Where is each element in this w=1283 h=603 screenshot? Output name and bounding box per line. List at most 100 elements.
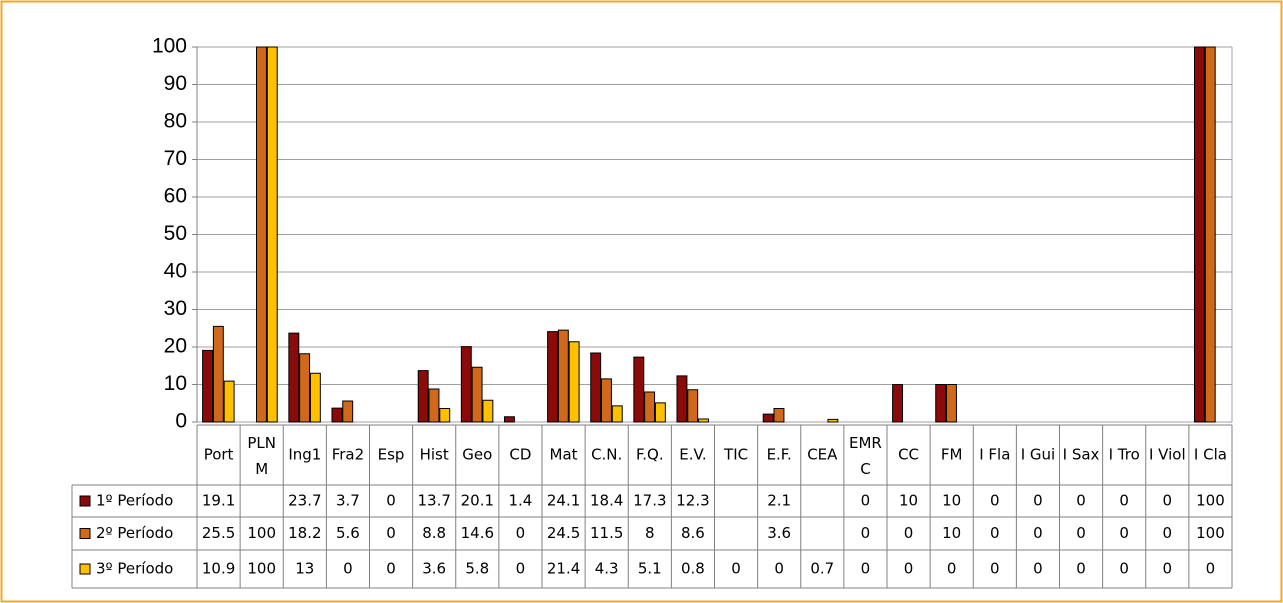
x-tick-label: Geo: [462, 446, 492, 464]
bar: [266, 46, 278, 423]
x-tick-label: C.N.: [591, 446, 622, 464]
bar: [482, 399, 494, 423]
x-tick-label: Hist: [420, 446, 449, 464]
table-value: 100: [247, 524, 276, 542]
table-value: 0: [1119, 492, 1129, 510]
table-value: 11.5: [590, 524, 623, 542]
table-value: 0.8: [681, 560, 705, 578]
x-tick-label: I Tro: [1109, 446, 1140, 464]
table-value: 5.1: [638, 560, 662, 578]
bar: [892, 384, 904, 423]
table-value: 10: [942, 492, 961, 510]
table-value: 10: [899, 492, 918, 510]
bar: [827, 418, 839, 423]
y-tick-label: 90: [164, 72, 187, 95]
table-value: 0: [1163, 492, 1173, 510]
table-value: 1.4: [509, 492, 533, 510]
table-value: 0.7: [810, 560, 834, 578]
table-value: 0: [386, 560, 396, 578]
bar: [698, 418, 709, 423]
x-tick-label: I Sax: [1063, 446, 1100, 464]
x-tick-label: CD: [509, 446, 531, 464]
bar: [223, 380, 235, 423]
bar: [212, 325, 224, 423]
table-value: 0: [1033, 524, 1043, 542]
y-tick-label: 20: [164, 335, 187, 358]
table-value: 17.3: [633, 492, 666, 510]
bar: [460, 346, 472, 423]
bar: [644, 391, 656, 423]
table-value: 0: [343, 560, 353, 578]
x-tick-label: I Fla: [979, 446, 1010, 464]
bar: [935, 384, 947, 423]
x-tick-label: Ing1: [288, 446, 321, 464]
bar: [773, 408, 785, 423]
y-tick-label: 40: [164, 260, 187, 283]
table-value: 0: [386, 492, 396, 510]
bar: [299, 353, 311, 423]
table-value: 0: [861, 560, 871, 578]
x-tick-label: FM: [941, 446, 963, 464]
table-value: 3.6: [767, 524, 791, 542]
legend-swatch: [79, 528, 91, 539]
bar: [611, 405, 623, 423]
y-tick-label: 50: [164, 222, 187, 245]
x-tick-label: EMR C: [849, 434, 882, 478]
table-value: 13.7: [417, 492, 450, 510]
table-value: 12.3: [676, 492, 709, 510]
table-value: 5.8: [465, 560, 489, 578]
x-tick-label: I Viol: [1149, 446, 1186, 464]
bar: [676, 375, 688, 423]
table-value: 18.4: [590, 492, 623, 510]
legend-label: 2º Período: [96, 524, 173, 542]
table-value: 8: [645, 524, 655, 542]
legend-swatch: [79, 563, 91, 575]
bar: [331, 407, 343, 423]
table-value: 100: [1196, 492, 1225, 510]
bar: [202, 349, 214, 423]
bar: [547, 331, 559, 423]
table-value: 0: [904, 560, 914, 578]
table-value: 19.1: [202, 492, 235, 510]
x-tick-label: I Gui: [1021, 446, 1056, 464]
y-tick-label: 0: [175, 410, 187, 433]
table-value: 10: [942, 524, 961, 542]
table-value: 0: [1076, 524, 1086, 542]
table-value: 0: [1163, 524, 1173, 542]
table-value: 0: [1033, 492, 1043, 510]
table-value: 0: [990, 524, 1000, 542]
y-tick-label: 10: [164, 372, 187, 395]
table-value: 0: [1163, 560, 1173, 578]
table-value: 0: [1119, 524, 1129, 542]
table-value: 8.8: [422, 524, 446, 542]
table-value: 0: [386, 524, 396, 542]
table-value: 4.3: [595, 560, 619, 578]
bar: [762, 413, 774, 423]
table-value: 0: [516, 560, 526, 578]
table-value: 8.6: [681, 524, 705, 542]
x-tick-label: Mat: [550, 446, 578, 464]
x-tick-label: CC: [898, 446, 919, 464]
y-tick-label: 80: [164, 110, 187, 133]
bar: [1204, 46, 1216, 423]
x-tick-label: Fra2: [332, 446, 364, 464]
x-tick-label: E.V.: [679, 446, 706, 464]
bar: [687, 389, 699, 423]
table-value: 0: [947, 560, 957, 578]
table-value: 0: [904, 524, 914, 542]
y-tick-label: 30: [164, 297, 187, 320]
x-tick-label: TIC: [723, 446, 748, 464]
x-tick-label: Port: [204, 446, 234, 464]
bar: [633, 356, 645, 423]
x-tick-label: CEA: [807, 446, 838, 464]
x-tick-label: Esp: [378, 446, 405, 464]
table-value: 5.6: [336, 524, 360, 542]
table-value: 100: [247, 560, 276, 578]
y-tick-label: 70: [164, 147, 187, 170]
table-value: 0: [1033, 560, 1043, 578]
table-value: 21.4: [547, 560, 580, 578]
table-value: 0: [861, 492, 871, 510]
table-value: 0: [516, 524, 526, 542]
